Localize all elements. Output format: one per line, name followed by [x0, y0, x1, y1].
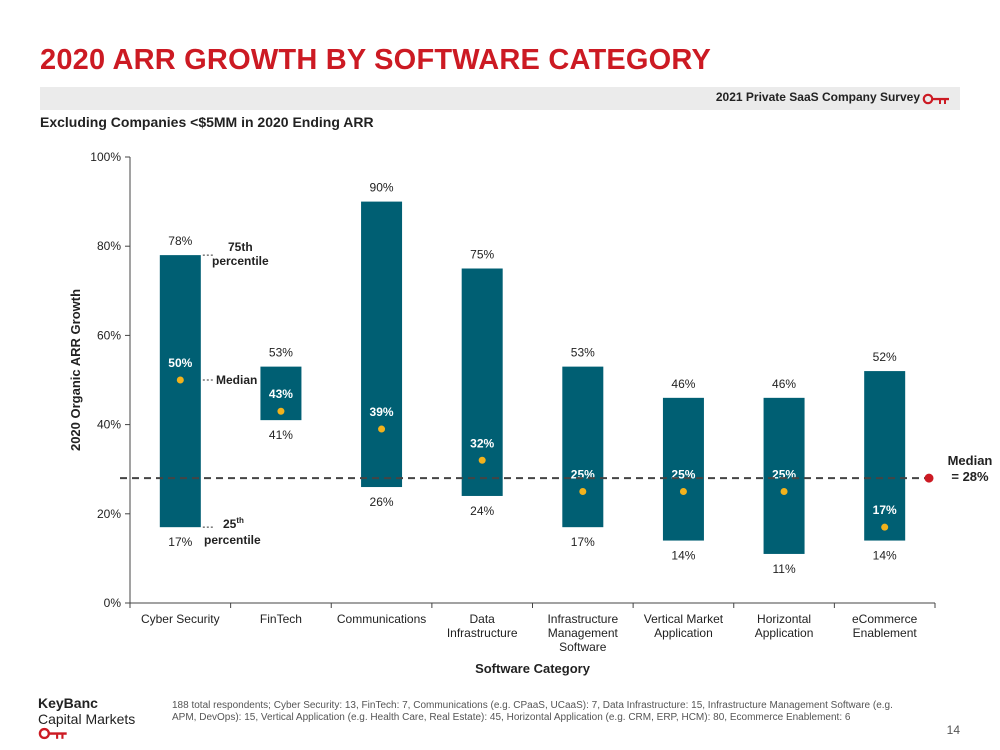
x-tick-label: Application — [755, 626, 814, 640]
x-tick-label: FinTech — [260, 612, 302, 626]
y-tick-label: 80% — [97, 239, 121, 253]
median-data-label: 25% — [671, 468, 695, 482]
x-tick-label: Horizontal — [757, 612, 811, 626]
key-logo-icon — [38, 727, 67, 740]
p25-annotation: 25th — [223, 516, 244, 531]
p25-data-label: 41% — [269, 428, 293, 442]
y-tick-label: 100% — [90, 150, 121, 164]
range-bar — [662, 397, 704, 541]
slide-title: 2020 ARR GROWTH BY SOFTWARE CATEGORY — [40, 44, 712, 76]
x-tick-label: Infrastructure — [547, 612, 618, 626]
x-axis-label: Software Category — [475, 661, 591, 676]
x-tick-label: Management — [548, 626, 619, 640]
p25-data-label: 17% — [571, 535, 595, 549]
median-data-label: 39% — [370, 405, 394, 419]
y-tick-label: 20% — [97, 507, 121, 521]
p75-annotation: 75th — [228, 240, 253, 254]
range-bar — [763, 397, 805, 554]
arr-growth-chart: 0% 20% 40% 60% 80% 100% 2020 Organic ARR Growt… — [68, 150, 993, 676]
p25-data-label: 11% — [772, 562, 795, 576]
p75-data-label: 90% — [370, 181, 394, 195]
median-marker — [679, 488, 687, 495]
median-data-label: 32% — [470, 436, 494, 450]
survey-banner: 2021 Private SaaS Company Survey — [40, 87, 960, 110]
median-data-label: 43% — [269, 387, 293, 401]
p75-data-label: 53% — [571, 346, 595, 360]
y-tick-label: 60% — [97, 328, 121, 342]
p75-data-label: 75% — [470, 248, 494, 262]
x-tick-label: eCommerce — [852, 612, 918, 626]
key-logo-icon — [922, 92, 954, 110]
overall-median-marker — [924, 473, 934, 483]
median-data-label: 25% — [571, 468, 595, 482]
p75-data-label: 78% — [168, 234, 192, 248]
median-marker — [881, 523, 889, 531]
p75-data-label: 46% — [772, 377, 796, 391]
x-tick-label: Data — [470, 612, 496, 626]
brand-line1: KeyBanc — [38, 695, 98, 711]
median-annotation: Median — [216, 373, 257, 387]
median-data-label: 17% — [873, 503, 897, 517]
median-marker — [478, 456, 486, 464]
median-marker — [176, 376, 184, 384]
p75-data-label: 52% — [873, 350, 897, 364]
median-data-label: 25% — [772, 468, 796, 482]
range-bar — [562, 366, 604, 528]
p25-data-label: 14% — [671, 549, 695, 563]
page-number: 14 — [946, 723, 960, 737]
x-tick-label: Communications — [337, 612, 426, 626]
p25-data-label: 26% — [370, 495, 394, 509]
median-marker — [378, 425, 386, 433]
x-tick-label: Software — [559, 640, 607, 654]
y-axis-label: 2020 Organic ARR Growth — [68, 289, 83, 451]
range-bar — [864, 371, 906, 541]
median-marker — [579, 488, 587, 495]
x-tick-label: Cyber Security — [141, 612, 220, 626]
median-data-label: 50% — [168, 356, 192, 370]
keybanc-logo: KeyBanc Capital Markets — [38, 695, 135, 743]
chart-subtitle: Excluding Companies <$5MM in 2020 Ending… — [40, 114, 374, 130]
p75-data-label: 46% — [671, 377, 695, 391]
footnote: 188 total respondents; Cyber Security: 1… — [172, 700, 893, 723]
overall-median-value: = 28% — [951, 469, 989, 484]
x-tick-label: Application — [654, 626, 713, 640]
x-tick-label: Infrastructure — [447, 626, 518, 640]
x-tick-label: Enablement — [853, 626, 918, 640]
brand-line2: Capital Markets — [38, 711, 136, 727]
y-tick-label: 40% — [97, 418, 121, 432]
median-marker — [277, 407, 285, 415]
x-tick-label: Vertical Market — [644, 612, 724, 626]
p25-annotation-sub: percentile — [204, 533, 261, 547]
p25-data-label: 24% — [470, 504, 494, 518]
range-bar — [361, 201, 403, 488]
median-marker — [780, 488, 788, 495]
p25-data-label: 17% — [168, 535, 192, 549]
range-bar — [159, 255, 201, 528]
p75-annotation-sub: percentile — [212, 254, 269, 268]
y-tick-label: 0% — [104, 596, 122, 610]
p25-data-label: 14% — [873, 549, 897, 563]
overall-median-label: Median — [948, 453, 993, 468]
p75-data-label: 53% — [269, 346, 293, 360]
survey-label: 2021 Private SaaS Company Survey — [715, 90, 920, 104]
